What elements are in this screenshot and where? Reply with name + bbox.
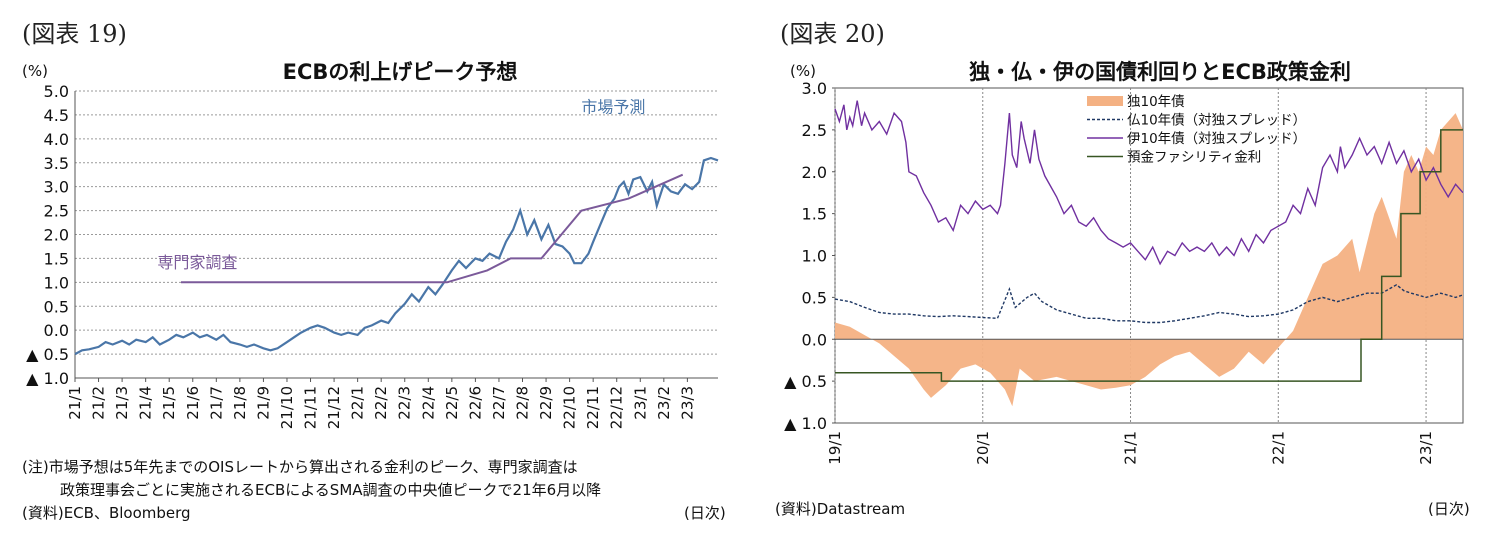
fig19-xtick-label: 22/12 bbox=[608, 386, 626, 429]
fig19-label: (図表 19) bbox=[22, 20, 127, 48]
fig20-source: (資料)Datastream bbox=[775, 500, 906, 518]
fig19-xtick-label: 23/3 bbox=[678, 386, 696, 420]
fig19-xtick-label: 21/4 bbox=[137, 386, 155, 420]
fig19-xtick-label: 22/2 bbox=[372, 386, 390, 420]
fig19-xtick-label: 21/9 bbox=[254, 386, 272, 420]
fig20-depo-line bbox=[835, 129, 1463, 382]
fig19-xtick-label: 22/6 bbox=[466, 386, 484, 420]
fig19-unit: (%) bbox=[22, 62, 48, 80]
fig19-xtick-label: 21/8 bbox=[231, 386, 249, 420]
fig20-bund-bars bbox=[835, 113, 1463, 407]
fig19-xtick-label: 22/5 bbox=[443, 386, 461, 420]
fig19-xtick-label: 22/11 bbox=[584, 386, 602, 429]
fig19-ytick-label: 2.5 bbox=[44, 202, 69, 221]
fig20-xtick-label: 23/1 bbox=[1417, 431, 1435, 465]
fig19-xtick-label: 21/10 bbox=[278, 386, 296, 429]
fig20-label: (図表 20) bbox=[780, 20, 885, 48]
fig19-xtick-label: 22/1 bbox=[349, 386, 367, 420]
fig19-market-label: 市場予測 bbox=[581, 98, 645, 117]
fig20-title: 独・仏・伊の国債利回りとECB政策金利 bbox=[969, 60, 1351, 84]
fig19-xtick-label: 22/10 bbox=[561, 386, 579, 429]
fig19-ytick-label: 2.0 bbox=[44, 226, 69, 245]
fig20-xtick-label: 22/1 bbox=[1269, 431, 1287, 465]
fig19-xtick-label: 21/6 bbox=[184, 386, 202, 420]
fig19-ytick-label: 0.5 bbox=[44, 297, 69, 316]
fig19-xtick-label: 23/2 bbox=[655, 386, 673, 420]
fig19-ytick-label: 4.0 bbox=[44, 130, 69, 149]
fig19-ytick-label: 0.0 bbox=[44, 321, 69, 340]
fig20-ytick-label: ▲ 1.0 bbox=[784, 414, 827, 433]
fig19-xtick-label: 22/4 bbox=[419, 386, 437, 420]
fig19-ytick-label: 3.5 bbox=[44, 154, 69, 173]
fig20-ytick-label: ▲ 0.5 bbox=[784, 372, 827, 391]
fig19-note-2: 政策理事会ごとに実施されるECBによるSMA調査の中央値ピークで21年6月以降 bbox=[60, 481, 602, 499]
fig19-source: (資料)ECB、Bloomberg bbox=[22, 504, 191, 522]
fig19-xtick-label: 22/8 bbox=[514, 386, 532, 420]
fig19-expert-line bbox=[181, 173, 684, 284]
fig20-ytick-label: 0.0 bbox=[802, 330, 827, 349]
fig20-unit: (%) bbox=[790, 62, 816, 80]
fig20-ytick-label: 2.5 bbox=[802, 121, 827, 140]
fig19-xtick-label: 21/2 bbox=[90, 386, 108, 420]
fig20-ytick-label: 0.5 bbox=[802, 288, 827, 307]
fig19-ytick-label: ▲ 0.5 bbox=[26, 345, 69, 364]
fig19-xtick-label: 22/9 bbox=[537, 386, 555, 420]
fig20-xtick-label: 21/1 bbox=[1122, 431, 1140, 465]
fig19-xtick-label: 21/5 bbox=[160, 386, 178, 420]
fig20-xtick-label: 19/1 bbox=[826, 431, 844, 465]
fig19-market-line bbox=[74, 156, 719, 356]
fig19-xtick-label: 22/3 bbox=[396, 386, 414, 420]
fig20-legend-swatch-bund bbox=[1087, 96, 1123, 106]
fig20-xtick-label: 20/1 bbox=[974, 431, 992, 465]
fig20-ytick-label: 1.5 bbox=[802, 205, 827, 224]
fig19-ytick-label: ▲ 1.0 bbox=[26, 369, 69, 388]
fig20-france-line bbox=[834, 283, 1464, 324]
fig19-ytick-label: 1.5 bbox=[44, 249, 69, 268]
fig19-xtick-label: 21/7 bbox=[207, 386, 225, 420]
fig19-ytick-label: 1.0 bbox=[44, 273, 69, 292]
fig20-legend-label: 独10年債 bbox=[1127, 94, 1185, 110]
fig19-xtick-label: 21/1 bbox=[66, 386, 84, 420]
fig20-legend-label: 預金ファシリティ金利 bbox=[1127, 150, 1261, 166]
fig20-italy-line bbox=[834, 100, 1464, 266]
fig20-legend-label: 伊10年債（対独スプレッド） bbox=[1127, 131, 1306, 147]
fig19-xtick-label: 21/11 bbox=[302, 386, 320, 429]
fig19-expert-label: 専門家調査 bbox=[157, 253, 237, 272]
fig19-xtick-label: 21/3 bbox=[113, 386, 131, 420]
fig19-ytick-label: 4.5 bbox=[44, 106, 69, 125]
fig20-ytick-label: 3.0 bbox=[802, 79, 827, 98]
fig19-title: ECBの利上げピーク予想 bbox=[282, 60, 518, 84]
fig19-ytick-label: 3.0 bbox=[44, 178, 69, 197]
fig19-freq: (日次) bbox=[684, 504, 726, 522]
fig20-ytick-label: 2.0 bbox=[802, 163, 827, 182]
fig19-xtick-label: 22/7 bbox=[490, 386, 508, 420]
fig20-ytick-label: 1.0 bbox=[802, 247, 827, 266]
fig19-ytick-label: 5.0 bbox=[44, 82, 69, 101]
fig19-note-1: (注)市場予想は5年先までのOISレートから算出される金利のピーク、専門家調査は bbox=[22, 458, 578, 476]
fig19-xtick-label: 21/12 bbox=[325, 386, 343, 429]
fig20-legend-label: 仏10年債（対独スプレッド） bbox=[1127, 113, 1306, 129]
fig19-xtick-label: 23/1 bbox=[631, 386, 649, 420]
fig20-freq: (日次) bbox=[1428, 500, 1470, 518]
